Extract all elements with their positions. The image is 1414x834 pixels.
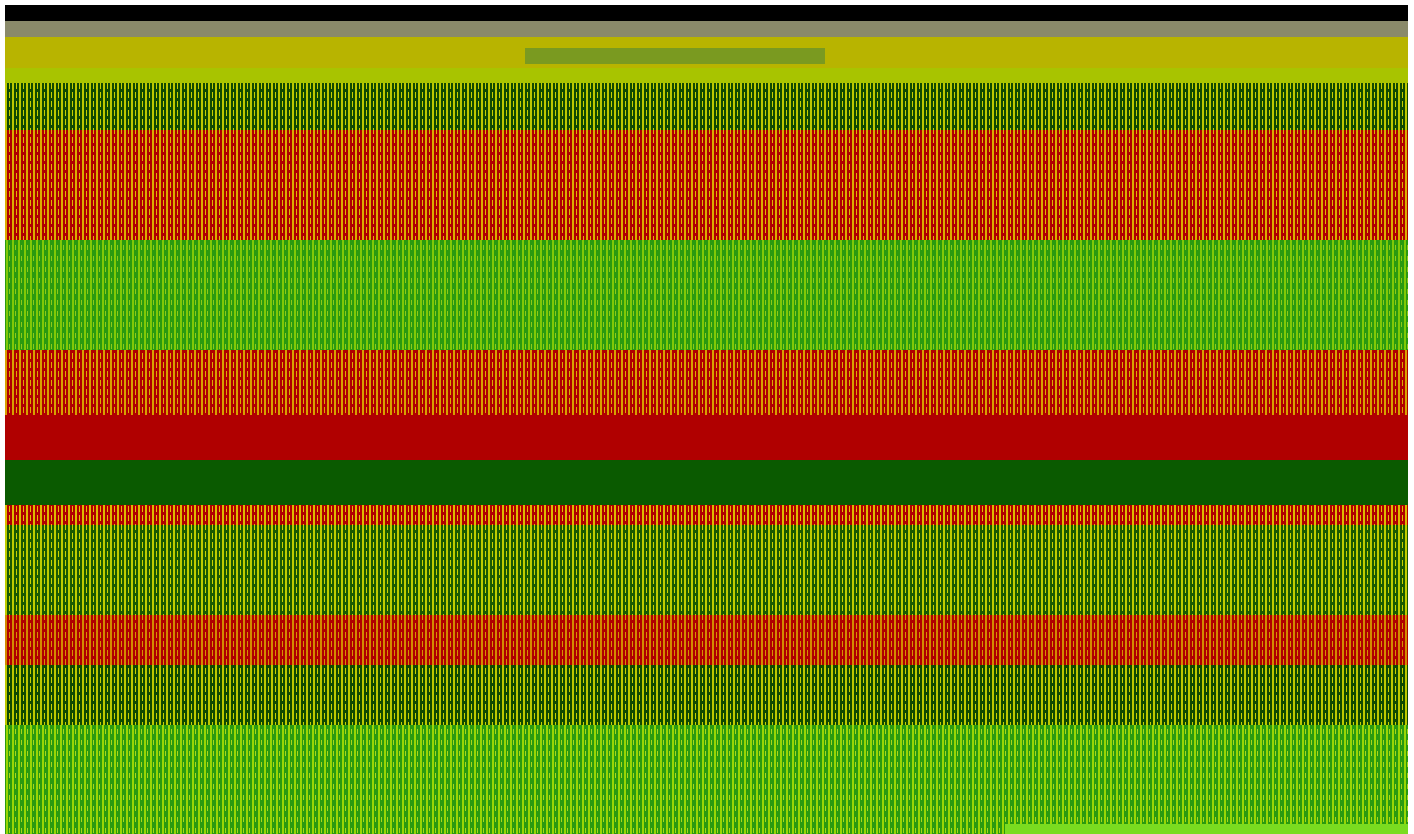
band-noise (5, 525, 1408, 615)
band-noise (5, 240, 1408, 350)
toolbar-noise (525, 48, 825, 64)
top-bar (5, 5, 1408, 21)
band-dark-green (5, 460, 1408, 505)
bottom-strip (1005, 824, 1408, 834)
content (5, 5, 1408, 834)
band-noise (5, 130, 1408, 240)
band-noise (5, 725, 1408, 834)
band-noise (5, 505, 1408, 525)
title-band (5, 21, 1408, 37)
band-noise (5, 350, 1408, 415)
band-noise (5, 665, 1408, 725)
band-noise (5, 83, 1408, 130)
subbar-band (5, 68, 1408, 83)
band-noise (5, 615, 1408, 665)
